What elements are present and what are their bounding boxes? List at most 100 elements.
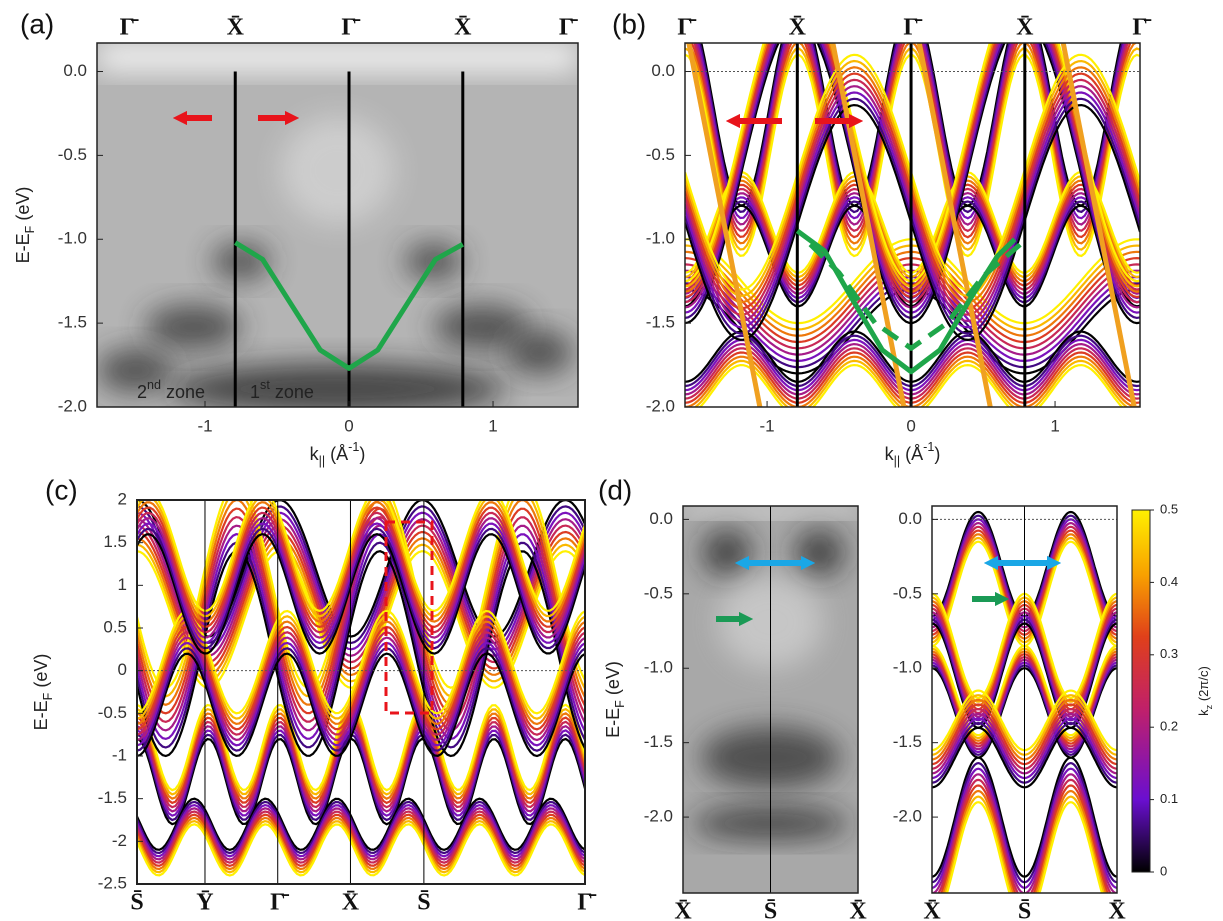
y-tick-label: -2.0 [644,807,673,826]
symmetry-label: Γ̄ [559,15,578,41]
arpes-intensity [795,529,844,576]
band [137,532,585,655]
x-axis-label-part: (Å [325,444,348,464]
band [686,43,763,407]
zone-annotation: 2nd zone [137,378,205,401]
x-axis-label-part: -1 [923,440,934,454]
symmetry-label: X̄ [227,15,245,41]
y-tick-label: -2.0 [646,396,675,415]
panel-label: (b) [612,8,646,39]
band [137,803,585,858]
symmetry-label: Γ̄ [1132,15,1151,41]
panel-label: (a) [20,8,54,39]
band [830,43,907,407]
band [137,636,585,742]
arpes-intensity [145,305,242,349]
y-tick-label: -2.0 [893,807,922,826]
x-axis-label: k|| (Å-1) [885,440,941,468]
y-axis-label-part: (eV) [13,187,33,226]
band [137,647,585,752]
band [698,43,1124,214]
band [940,784,1109,893]
y-tick-label: -1.0 [644,658,673,677]
y-axis-label: E-EF (eV) [603,661,628,738]
symmetry-label: X̄ [674,899,692,921]
panel: 21.510.50-0.5-1-1.5-2-2.5S̄ Ȳ Γ̄ X̄ S̄ Γ̄(c)E… [31,474,597,915]
plot-area [97,43,578,407]
arpes-intensity [433,305,530,349]
x-axis-label-part: || [894,454,901,468]
band [945,801,1104,893]
y-axis-label: E-EF (eV) [31,654,56,731]
plot-frame [931,505,1118,894]
symmetry-label: Γ̄ [120,15,139,41]
y-tick-label: 0.0 [63,61,87,80]
y-tick-label: 2 [118,489,127,508]
band [137,797,585,852]
y-tick-label: 0.5 [103,617,127,636]
band [137,810,585,864]
x-axis-label: k|| (Å-1) [310,440,366,468]
plot-frame [96,42,579,408]
y-tick-label: -1.5 [98,788,127,807]
symmetry-label: Γ̄ [341,15,360,41]
band [137,652,585,758]
band [916,43,993,407]
band [137,505,585,645]
x-axis-label-part: ) [934,444,940,464]
band [137,712,585,800]
arpes-intensity [702,529,752,576]
y-tick-label: -2.0 [58,396,87,415]
colorbar-tick-label: 0 [1160,863,1167,878]
band [137,522,585,645]
y-tick-label: -1.5 [646,313,675,332]
symmetry-label: Γ̄ [577,890,596,916]
band [944,795,1105,893]
band [942,789,1107,893]
colorbar-gradient [1131,509,1151,873]
y-tick-label: -1.5 [644,732,673,751]
zone-annotation-part: zone [161,382,205,402]
band [937,778,1112,893]
band [137,819,585,874]
panel-label: (d) [598,474,632,505]
band [137,527,585,650]
band [137,807,585,861]
plots: 0.0-0.5-1.0-1.5-2.0-1 0 1Γ̄ X̄ Γ̄ X̄ Γ̄(a)E-EF… [13,8,1152,921]
band [1060,43,1137,407]
y-axis-label-part: F [41,692,55,700]
y-tick-label: -1 [112,745,127,764]
arpes-above-fermi [97,43,578,71]
x-tick-label: -1 [197,416,212,435]
symmetry-label: S̄ [130,890,143,916]
band [137,516,585,639]
band [137,724,585,813]
guide-curve [233,240,465,371]
band [697,43,1126,220]
symmetry-label: X̄ [342,890,360,916]
y-tick-label: 0.0 [898,509,922,528]
y-tick-label: -2 [112,831,127,850]
band [137,500,585,623]
x-axis-label-part: ) [359,444,365,464]
band [137,500,585,613]
band [137,800,585,855]
panel: 0.0 -0.5 -1.0 -1.5 -2.0 -1 0 1 Γ̄ X̄ Γ̄ X̄ Γ̄ (a) E-EF… [13,8,579,468]
panel: 0.0 -0.5 -1.0 -1.5 -2.0 X̄ S̄ X̄ (d) E-EF (eV) [598,474,867,921]
zone-annotation-part: st [260,378,270,392]
colorbar-tick-label: 0.5 [1160,501,1178,516]
zone-annotation-part: zone [270,382,314,402]
y-axis-label-part: (eV) [31,654,51,693]
panel-label: (c) [45,474,78,505]
colorbar-label: kz (2π/c) [1196,666,1214,716]
x-axis-label-part: (Å [900,444,923,464]
symmetry-label: Γ̄ [270,890,289,916]
y-axis-label-part: E-E [603,708,623,738]
plot-area [932,506,1117,893]
y-tick-label: 0.0 [651,61,675,80]
zone-annotation: 1st zone [250,378,314,401]
colorbar: 0.5 0.4 0.3 0.2 0.1 0 kz (2π/c) [1131,501,1214,878]
y-axis-label-part: F [23,225,37,233]
x-axis-label-part: -1 [348,440,359,454]
